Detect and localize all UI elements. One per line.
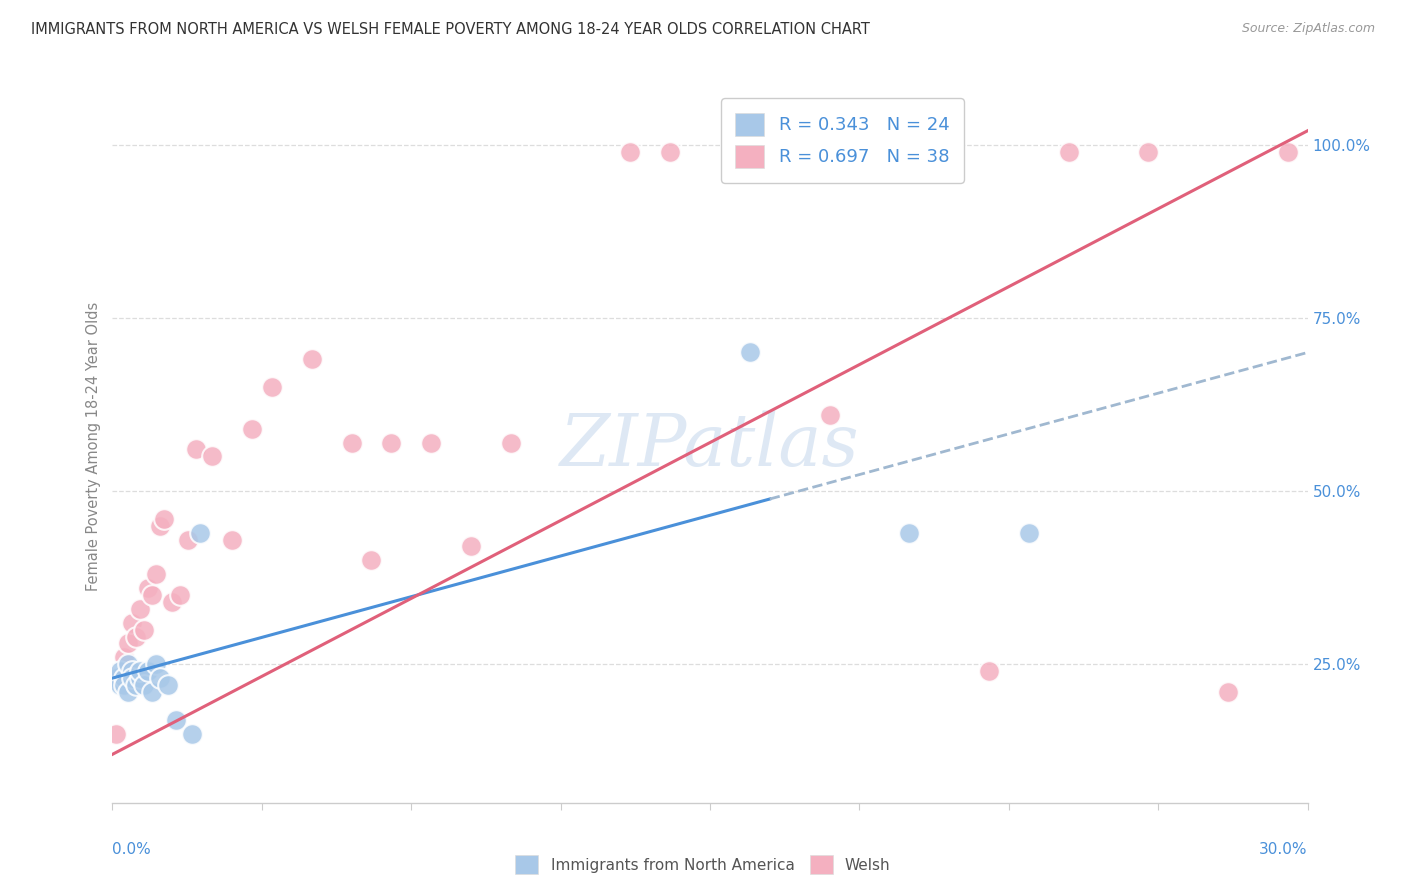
- Point: [125, 678, 148, 692]
- Point: [153, 512, 176, 526]
- Point: [138, 664, 160, 678]
- Point: [141, 685, 163, 699]
- Point: [380, 435, 402, 450]
- Point: [240, 422, 263, 436]
- Point: [149, 518, 172, 533]
- Point: [129, 671, 152, 685]
- Text: 30.0%: 30.0%: [1260, 842, 1308, 856]
- Point: [659, 145, 682, 159]
- Point: [114, 678, 135, 692]
- Point: [105, 726, 128, 740]
- Text: 0.0%: 0.0%: [112, 842, 152, 856]
- Point: [114, 650, 135, 665]
- Legend: Immigrants from North America, Welsh: Immigrants from North America, Welsh: [509, 849, 897, 880]
- Point: [117, 657, 139, 672]
- Point: [141, 588, 163, 602]
- Point: [114, 671, 135, 685]
- Point: [898, 525, 921, 540]
- Point: [177, 533, 200, 547]
- Point: [105, 671, 128, 685]
- Legend: R = 0.343   N = 24, R = 0.697   N = 38: R = 0.343 N = 24, R = 0.697 N = 38: [721, 98, 965, 183]
- Point: [460, 540, 482, 554]
- Point: [340, 435, 363, 450]
- Point: [165, 713, 187, 727]
- Point: [110, 664, 132, 678]
- Point: [738, 345, 761, 359]
- Point: [138, 581, 160, 595]
- Point: [117, 685, 139, 699]
- Point: [1057, 145, 1080, 159]
- Point: [977, 664, 1000, 678]
- Text: IMMIGRANTS FROM NORTH AMERICA VS WELSH FEMALE POVERTY AMONG 18-24 YEAR OLDS CORR: IMMIGRANTS FROM NORTH AMERICA VS WELSH F…: [31, 22, 870, 37]
- Point: [360, 553, 382, 567]
- Point: [186, 442, 208, 457]
- Point: [188, 525, 211, 540]
- Point: [117, 636, 139, 650]
- Point: [162, 595, 183, 609]
- Point: [221, 533, 243, 547]
- Point: [134, 623, 156, 637]
- Point: [301, 352, 323, 367]
- Point: [125, 630, 148, 644]
- Point: [201, 450, 224, 464]
- Point: [129, 664, 152, 678]
- Point: [129, 602, 152, 616]
- Point: [169, 588, 191, 602]
- Point: [121, 664, 143, 678]
- Y-axis label: Female Poverty Among 18-24 Year Olds: Female Poverty Among 18-24 Year Olds: [86, 301, 101, 591]
- Point: [499, 435, 522, 450]
- Point: [145, 567, 167, 582]
- Point: [420, 435, 443, 450]
- Point: [149, 671, 172, 685]
- Point: [1137, 145, 1160, 159]
- Point: [145, 657, 167, 672]
- Point: [898, 145, 921, 159]
- Point: [619, 145, 641, 159]
- Point: [157, 678, 180, 692]
- Point: [134, 678, 156, 692]
- Point: [181, 726, 204, 740]
- Point: [260, 380, 283, 394]
- Text: ZIPatlas: ZIPatlas: [560, 410, 860, 482]
- Point: [818, 408, 841, 422]
- Point: [1018, 525, 1040, 540]
- Point: [738, 145, 761, 159]
- Point: [1277, 145, 1299, 159]
- Text: Source: ZipAtlas.com: Source: ZipAtlas.com: [1241, 22, 1375, 36]
- Point: [110, 671, 132, 685]
- Point: [121, 671, 143, 685]
- Point: [121, 615, 143, 630]
- Point: [1216, 685, 1239, 699]
- Point: [110, 678, 132, 692]
